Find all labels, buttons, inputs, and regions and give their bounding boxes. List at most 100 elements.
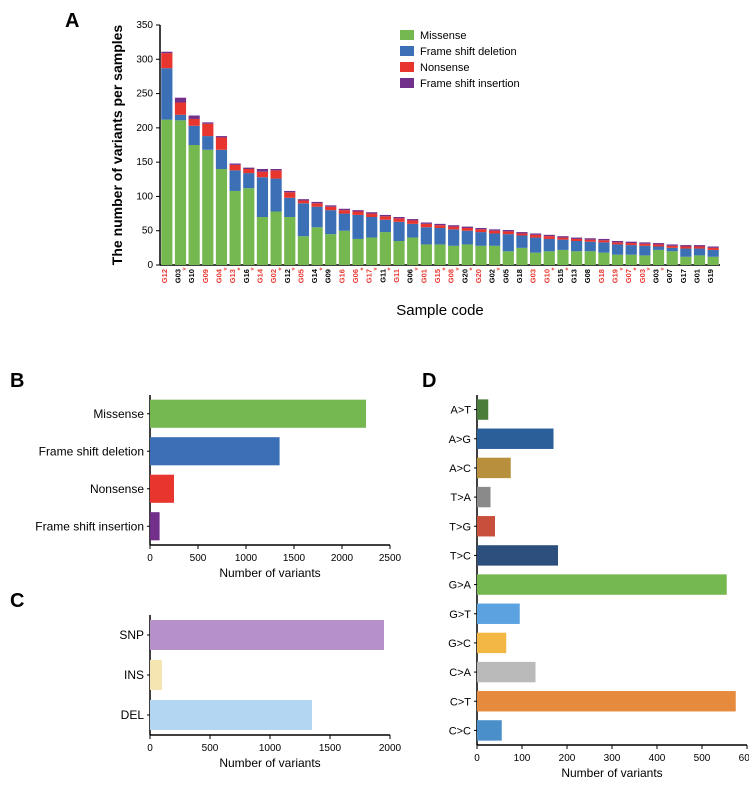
svg-text:G16: G16 bbox=[242, 269, 251, 283]
svg-text:G16: G16 bbox=[337, 269, 346, 283]
svg-text:DEL: DEL bbox=[121, 708, 145, 722]
svg-text:G03: G03 bbox=[529, 269, 538, 283]
svg-text:G12: G12 bbox=[283, 269, 292, 283]
svg-text:G10: G10 bbox=[187, 269, 196, 283]
svg-text:G>T: G>T bbox=[449, 609, 471, 621]
svg-text:Frame shift insertion: Frame shift insertion bbox=[35, 519, 144, 533]
svg-text:G14: G14 bbox=[310, 268, 319, 283]
svg-text:G14: G14 bbox=[255, 268, 264, 283]
svg-text:G06: G06 bbox=[406, 269, 415, 283]
svg-text:0: 0 bbox=[474, 753, 480, 764]
chart-c-svg: SNP INS DEL 0 500 1000 1500 2000 Number of varia… bbox=[10, 590, 410, 790]
svg-text:Number of variants: Number of variants bbox=[219, 566, 320, 580]
svg-text:G>A: G>A bbox=[449, 580, 472, 592]
svg-text:500: 500 bbox=[202, 743, 219, 754]
svg-text:C>A: C>A bbox=[449, 667, 471, 679]
svg-text:Frame shift insertion: Frame shift insertion bbox=[420, 78, 520, 90]
svg-text:G05: G05 bbox=[501, 269, 510, 283]
svg-text:G18: G18 bbox=[597, 269, 606, 283]
svg-text:G03: G03 bbox=[652, 269, 661, 283]
svg-text:G13: G13 bbox=[570, 269, 579, 283]
svg-text:G05: G05 bbox=[296, 269, 305, 283]
svg-text:G02: G02 bbox=[488, 269, 497, 283]
svg-text:G07: G07 bbox=[624, 269, 633, 283]
svg-text:G10: G10 bbox=[542, 269, 551, 283]
chart-d-svg: A>TA>GA>CT>AT>GT>CG>AG>TG>CC>AC>TC>C0100… bbox=[422, 370, 749, 790]
svg-text:200: 200 bbox=[559, 753, 576, 764]
svg-text:G11: G11 bbox=[378, 269, 387, 283]
svg-text:600: 600 bbox=[739, 753, 749, 764]
svg-text:G13: G13 bbox=[228, 269, 237, 283]
chart-b-svg: Missense Frame shift deletion Nonsense Fram… bbox=[10, 370, 410, 590]
svg-text:G15: G15 bbox=[433, 269, 442, 283]
svg-text:0: 0 bbox=[147, 260, 153, 271]
svg-text:2000: 2000 bbox=[331, 553, 354, 564]
svg-text:400: 400 bbox=[649, 753, 666, 764]
svg-text:G03: G03 bbox=[638, 269, 647, 283]
panel-b: B Missense Frame shift deletion Nonsense Fr… bbox=[10, 370, 422, 590]
svg-text:0: 0 bbox=[147, 553, 153, 564]
svg-text:100: 100 bbox=[514, 753, 531, 764]
svg-text:G18: G18 bbox=[515, 269, 524, 283]
svg-text:G12: G12 bbox=[160, 269, 169, 283]
svg-text:300: 300 bbox=[604, 753, 621, 764]
panel-c-label: C bbox=[10, 590, 24, 613]
svg-text:300: 300 bbox=[136, 54, 153, 65]
panel-a: A 0 50 100 150 200 250 300 350 The number of var… bbox=[10, 10, 749, 350]
svg-text:G17: G17 bbox=[365, 269, 374, 283]
svg-text:G04: G04 bbox=[214, 268, 223, 283]
svg-text:500: 500 bbox=[694, 753, 711, 764]
svg-text:100: 100 bbox=[136, 191, 153, 202]
svg-text:SNP: SNP bbox=[119, 628, 144, 642]
svg-text:The number of variants per sam: The number of variants per samples bbox=[109, 25, 125, 266]
svg-text:G19: G19 bbox=[706, 269, 715, 283]
svg-text:Missense: Missense bbox=[420, 30, 466, 42]
svg-text:G15: G15 bbox=[556, 269, 565, 283]
svg-text:50: 50 bbox=[142, 226, 154, 237]
svg-text:G11: G11 bbox=[392, 269, 401, 283]
svg-text:Frame shift deletion: Frame shift deletion bbox=[39, 444, 144, 458]
svg-text:C>T: C>T bbox=[450, 696, 471, 708]
svg-text:G09: G09 bbox=[324, 269, 333, 283]
svg-text:G01: G01 bbox=[693, 269, 702, 283]
svg-text:G08: G08 bbox=[447, 269, 456, 283]
svg-text:G>C: G>C bbox=[448, 638, 471, 650]
svg-text:G07: G07 bbox=[665, 269, 674, 283]
svg-text:G09: G09 bbox=[201, 269, 210, 283]
svg-text:C>C: C>C bbox=[449, 725, 471, 737]
svg-text:G20: G20 bbox=[474, 269, 483, 283]
panel-c: C SNP INS DEL 0 500 1000 1500 2000 Number of var… bbox=[10, 590, 422, 790]
svg-text:Frame shift deletion: Frame shift deletion bbox=[420, 46, 517, 58]
svg-text:G06: G06 bbox=[351, 269, 360, 283]
svg-text:1500: 1500 bbox=[319, 743, 342, 754]
svg-text:T>C: T>C bbox=[450, 550, 471, 562]
svg-text:INS: INS bbox=[124, 668, 144, 682]
svg-text:250: 250 bbox=[136, 89, 153, 100]
svg-text:0: 0 bbox=[147, 743, 153, 754]
panel-d: D A>TA>GA>CT>AT>GT>CG>AG>TG>CC>AC>TC>C01… bbox=[422, 370, 749, 790]
svg-text:1000: 1000 bbox=[259, 743, 282, 754]
svg-text:Missense: Missense bbox=[93, 407, 144, 421]
svg-text:Number of variants: Number of variants bbox=[561, 766, 662, 780]
chart-a-svg: 0 50 100 150 200 250 300 350 The number of varia… bbox=[10, 10, 749, 350]
svg-text:G02: G02 bbox=[269, 269, 278, 283]
svg-text:2000: 2000 bbox=[379, 743, 402, 754]
svg-text:G17: G17 bbox=[679, 269, 688, 283]
svg-text:G20: G20 bbox=[460, 269, 469, 283]
svg-text:Number of variants: Number of variants bbox=[219, 756, 320, 770]
panel-a-label: A bbox=[65, 10, 79, 33]
svg-text:350: 350 bbox=[136, 20, 153, 31]
svg-text:Nonsense: Nonsense bbox=[90, 482, 144, 496]
svg-text:G01: G01 bbox=[419, 269, 428, 283]
svg-text:200: 200 bbox=[136, 123, 153, 134]
svg-text:1500: 1500 bbox=[283, 553, 306, 564]
svg-text:G08: G08 bbox=[583, 269, 592, 283]
svg-text:T>G: T>G bbox=[449, 521, 471, 533]
svg-text:T>A: T>A bbox=[450, 492, 471, 504]
svg-text:150: 150 bbox=[136, 157, 153, 168]
svg-text:A>G: A>G bbox=[449, 434, 471, 446]
panel-b-label: B bbox=[10, 370, 24, 393]
panel-d-label: D bbox=[422, 370, 436, 393]
svg-text:1000: 1000 bbox=[235, 553, 258, 564]
svg-text:2500: 2500 bbox=[379, 553, 402, 564]
